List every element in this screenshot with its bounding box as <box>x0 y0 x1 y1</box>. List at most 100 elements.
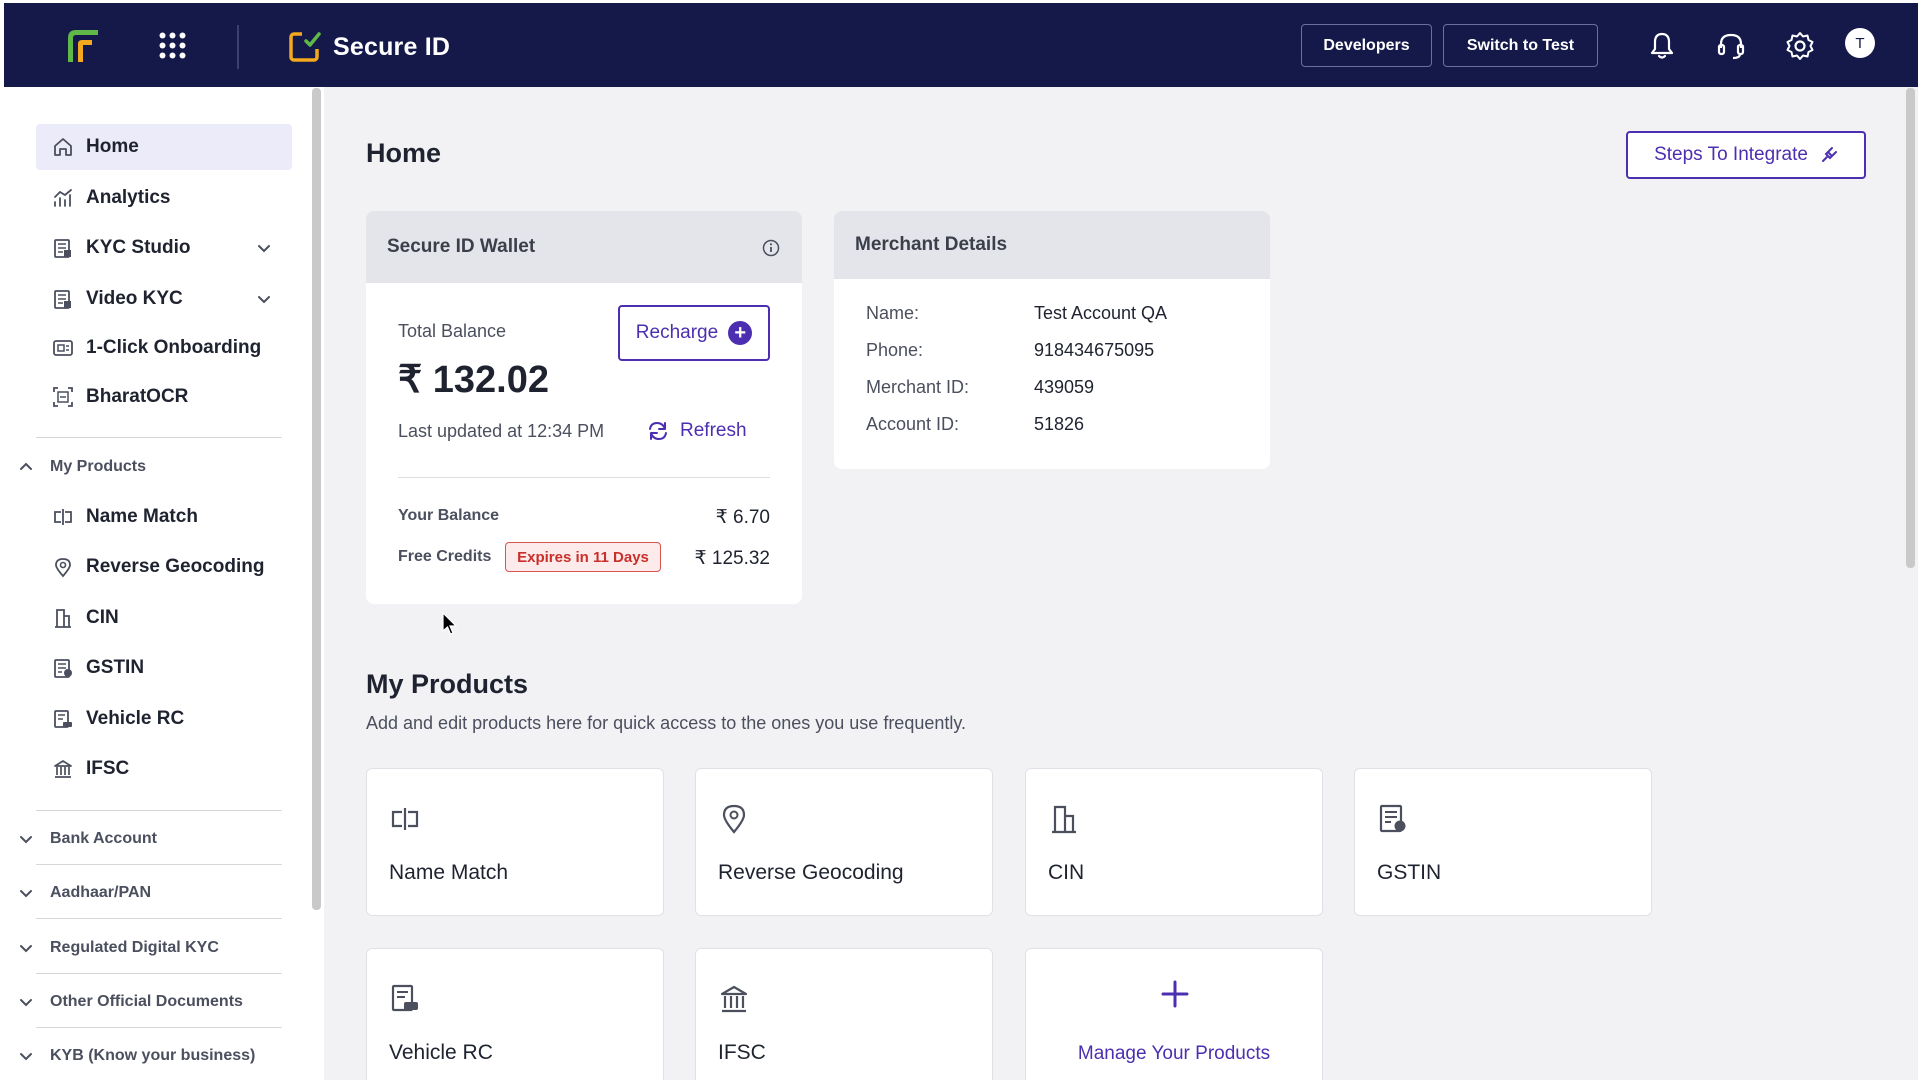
product-card-cin[interactable]: CIN <box>1025 768 1323 916</box>
sidebar-group-kyb[interactable]: KYB (Know your business) <box>18 1041 255 1071</box>
sidebar-group-label: My Products <box>50 458 147 475</box>
sidebar-item-cin[interactable]: CIN <box>36 595 292 641</box>
product-brand[interactable]: Secure ID <box>289 31 450 63</box>
sidebar-item-label: IFSC <box>86 758 130 779</box>
sidebar-group-other-official-documents[interactable]: Other Official Documents <box>18 987 243 1017</box>
gstin-document-icon <box>1379 804 1406 833</box>
bank-icon <box>54 760 72 778</box>
product-card-ifsc[interactable]: IFSC <box>695 948 993 1080</box>
sidebar-item-label: KYC Studio <box>86 237 191 258</box>
app-grid-icon[interactable] <box>159 32 186 59</box>
sidebar-divider <box>36 973 282 974</box>
merchant-phone-value: 918434675095 <box>1034 340 1155 360</box>
sidebar-item-name-match[interactable]: Name Match <box>36 494 292 540</box>
sidebar-divider <box>36 1027 282 1028</box>
expiry-badge: Expires in 11 Days <box>505 542 661 572</box>
sidebar-group-aadhaar-pan[interactable]: Aadhaar/PAN <box>18 878 151 908</box>
onboarding-icon <box>53 340 73 356</box>
sidebar-group-label: Regulated Digital KYC <box>50 939 219 956</box>
mouse-cursor-icon <box>442 612 458 635</box>
merchant-name-value: Test Account QA <box>1034 303 1168 323</box>
product-card-gstin[interactable]: GSTIN <box>1354 768 1652 916</box>
sidebar-item-label: Video KYC <box>86 288 183 309</box>
merchant-name-label: Name: <box>866 303 920 323</box>
chevron-down-icon[interactable] <box>256 240 272 256</box>
steps-to-integrate-button[interactable]: Steps To Integrate <box>1626 131 1866 179</box>
topbar-divider <box>237 25 239 69</box>
chevron-down-icon <box>20 999 32 1007</box>
merchant-card-header: Merchant Details <box>834 211 1270 279</box>
product-card-name-match[interactable]: Name Match <box>366 768 664 916</box>
user-avatar[interactable]: T <box>1845 28 1875 58</box>
product-card-label: Name Match <box>389 861 509 884</box>
merchant-details-card: Merchant Details Name: Test Account QA P… <box>834 211 1270 469</box>
last-updated-text: Last updated at 12:34 PM <box>398 421 605 441</box>
product-card-label: Reverse Geocoding <box>718 861 904 884</box>
sidebar-group-label: Other Official Documents <box>50 993 243 1010</box>
sidebar-divider <box>36 918 282 919</box>
recharge-label: Recharge <box>635 322 719 343</box>
total-balance-value: ₹ 132.02 <box>398 359 549 401</box>
merchant-phone-label: Phone: <box>866 340 924 360</box>
product-card-label: Vehicle RC <box>389 1041 493 1064</box>
product-card-vehicle-rc[interactable]: Vehicle RC <box>366 948 664 1080</box>
refresh-label: Refresh <box>680 420 747 441</box>
location-pin-icon <box>55 558 71 578</box>
refresh-button[interactable]: Refresh <box>646 416 747 446</box>
sidebar-item-reverse-geocoding[interactable]: Reverse Geocoding <box>36 544 292 590</box>
product-card-label: CIN <box>1048 861 1085 884</box>
chevron-down-icon <box>20 836 32 844</box>
sidebar-divider <box>36 437 282 438</box>
info-icon[interactable] <box>762 239 780 257</box>
sidebar-item-label: Reverse Geocoding <box>86 556 265 577</box>
sidebar-group-label: Aadhaar/PAN <box>50 884 152 901</box>
building-icon <box>55 609 71 628</box>
sidebar-item-label: BharatOCR <box>86 386 189 407</box>
plus-icon <box>1161 980 1189 1008</box>
sidebar-item-label: GSTIN <box>86 657 145 678</box>
studio-icon <box>54 239 71 258</box>
settings-gear-icon[interactable] <box>1784 30 1816 62</box>
wallet-divider <box>398 477 770 478</box>
gstin-document-icon <box>54 659 72 678</box>
sidebar-group-my-products[interactable]: My Products <box>18 452 146 482</box>
your-balance-value: ₹ 6.70 <box>715 507 770 528</box>
sidebar-item-kyc-studio[interactable]: KYC Studio <box>36 225 292 271</box>
wallet-card: Secure ID Wallet Total Balance Recharge … <box>366 211 802 604</box>
sidebar-item-gstin[interactable]: GSTIN <box>36 645 292 691</box>
developers-button[interactable]: Developers <box>1301 24 1432 67</box>
sidebar-item-label: Analytics <box>86 187 171 208</box>
notification-bell-icon[interactable] <box>1646 30 1678 62</box>
free-credits-label: Free Credits <box>398 548 492 565</box>
sidebar-item-vehicle-rc[interactable]: Vehicle RC <box>36 696 292 742</box>
support-headset-icon[interactable] <box>1715 30 1747 62</box>
refresh-icon <box>649 422 667 440</box>
chevron-down-icon[interactable] <box>256 291 272 307</box>
sidebar-item-ifsc[interactable]: IFSC <box>36 746 292 792</box>
secure-id-logo-icon <box>289 31 321 62</box>
sidebar-item-label: Home <box>86 136 139 157</box>
home-icon <box>54 138 72 156</box>
recharge-button[interactable]: Recharge + <box>618 305 770 361</box>
main-scrollbar[interactable] <box>1906 88 1915 568</box>
sidebar-item-1-click-onboarding[interactable]: 1-Click Onboarding <box>36 325 292 371</box>
app-logo-icon[interactable] <box>62 24 102 64</box>
plug-icon <box>1821 147 1837 162</box>
sidebar-divider <box>36 864 282 865</box>
building-icon <box>1052 805 1076 834</box>
sidebar-item-bharatocr[interactable]: BharatOCR <box>36 374 292 420</box>
sidebar <box>0 87 324 1080</box>
product-card-label: IFSC <box>718 1041 766 1064</box>
sidebar-scrollbar[interactable] <box>312 88 321 910</box>
manage-products-card[interactable]: Manage Your Products <box>1025 948 1323 1080</box>
sidebar-group-regulated-digital-kyc[interactable]: Regulated Digital KYC <box>18 933 219 963</box>
product-card-reverse-geocoding[interactable]: Reverse Geocoding <box>695 768 993 916</box>
sidebar-item-video-kyc[interactable]: Video KYC <box>36 276 292 322</box>
sidebar-item-analytics[interactable]: Analytics <box>36 175 292 221</box>
sidebar-item-label: CIN <box>86 607 119 628</box>
sidebar-group-bank-account[interactable]: Bank Account <box>18 824 157 854</box>
chevron-up-icon <box>20 462 32 470</box>
switch-to-test-button[interactable]: Switch to Test <box>1443 24 1598 67</box>
sidebar-item-home[interactable]: Home <box>36 124 292 170</box>
brand-title: Secure ID <box>333 32 451 61</box>
